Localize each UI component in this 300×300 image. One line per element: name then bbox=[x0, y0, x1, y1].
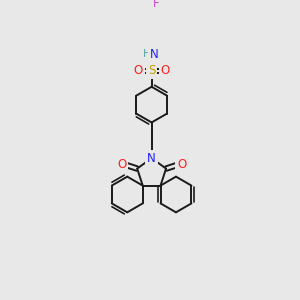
Text: O: O bbox=[160, 64, 169, 77]
Text: F: F bbox=[153, 0, 160, 10]
Text: O: O bbox=[117, 158, 126, 171]
Text: O: O bbox=[134, 64, 143, 77]
Text: N: N bbox=[147, 152, 156, 165]
Text: O: O bbox=[177, 158, 186, 171]
Text: H: H bbox=[142, 49, 151, 59]
Text: S: S bbox=[148, 64, 155, 77]
Text: N: N bbox=[150, 48, 158, 61]
